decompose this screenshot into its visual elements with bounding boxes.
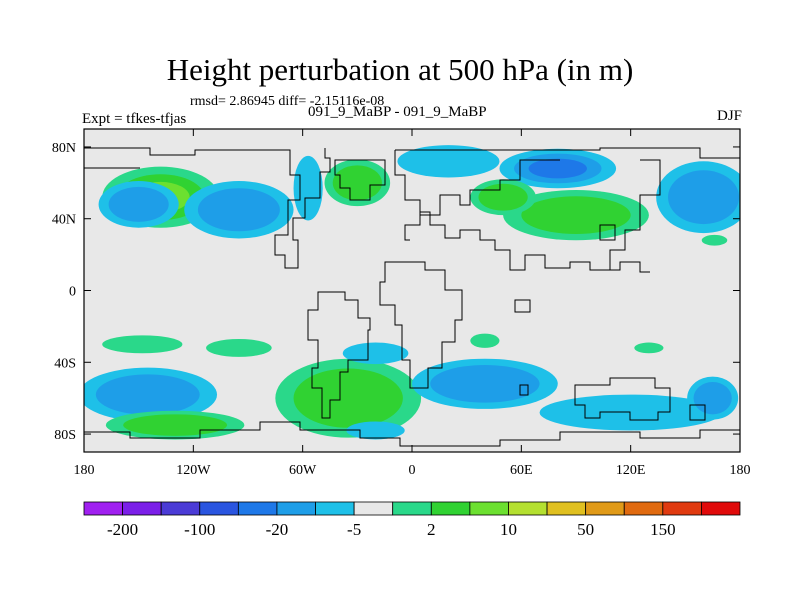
colorbar-box (237, 501, 278, 516)
contour-level (693, 382, 732, 415)
contour-level (346, 421, 405, 440)
anomaly-low-5 (397, 145, 500, 178)
colorbar: -200 -100 -20 -5 2 10 50 150 (83, 501, 741, 539)
anomaly-low-3 (293, 155, 323, 221)
contour-level (478, 183, 528, 211)
x-tick-label: 120E (616, 463, 646, 478)
coastline-africa (379, 261, 463, 389)
anomaly-high-8 (470, 179, 536, 216)
colorbar-label: -200 (107, 520, 138, 539)
x-tick-label: 0 (409, 463, 416, 478)
contour-level (668, 170, 740, 225)
chart-title: Height perturbation at 500 hPa (in m) (166, 52, 634, 87)
anomaly-high-21 (470, 333, 500, 348)
contour-level (397, 145, 500, 178)
anomaly-high-10 (701, 234, 728, 246)
colorbar-box (160, 501, 201, 516)
contour-level (95, 374, 200, 415)
anomaly-low-13 (84, 367, 218, 422)
coastline-eurasia (394, 147, 740, 273)
x-tick-label: 60E (510, 463, 533, 478)
anomaly-low-2 (184, 181, 294, 239)
anomaly-high-14 (105, 410, 245, 440)
anomaly-low-17 (342, 342, 409, 365)
contour-level (470, 333, 500, 348)
axes: 180 120W 60W 0 60E 120E 180 80N 40N 0 40S 80S (52, 129, 751, 478)
anomaly-high-4 (324, 159, 391, 207)
contour-level (197, 188, 280, 232)
contour-level (528, 158, 587, 179)
coastline-overlay (84, 147, 740, 447)
contour-level (102, 335, 183, 354)
contour-level (701, 234, 728, 246)
anomaly-low-6 (499, 148, 617, 189)
colorbar-box (585, 501, 625, 516)
season-label: DJF (716, 108, 742, 124)
colorbar-box (353, 501, 394, 516)
contour-level (521, 196, 631, 234)
runs-label: 091_9_MaBP - 091_9_MaBP (308, 104, 487, 120)
y-tick-label: 40S (54, 356, 76, 371)
contour-level (342, 342, 409, 365)
contour-level (293, 368, 403, 428)
anomaly-high-12 (206, 338, 272, 357)
coastline-islands (514, 224, 706, 421)
colorbar-box (662, 501, 702, 516)
experiment-label: Expt = tfkes-tfjas (82, 111, 187, 127)
contour-level (634, 342, 664, 354)
y-tick-label: 80S (54, 428, 76, 443)
colorbar-box (430, 501, 471, 516)
anomaly-low-16 (412, 358, 558, 409)
colorbar-label: 150 (650, 520, 676, 539)
contour-level (293, 155, 323, 221)
contour-level (206, 338, 272, 357)
anomaly-low-9 (656, 161, 740, 234)
coastline-greenland (334, 159, 386, 201)
y-tick-label: 0 (69, 285, 76, 300)
colorbar-label: -20 (266, 520, 289, 539)
anomaly-low-18 (539, 394, 722, 431)
colorbar-label: -100 (184, 520, 215, 539)
colorbar-box (469, 501, 509, 516)
coastline-south-america (307, 291, 371, 419)
colorbar-box (276, 501, 316, 516)
x-tick-label: 60W (289, 463, 317, 478)
contour-level (539, 394, 722, 431)
colorbar-box (508, 501, 548, 516)
colorbar-box (392, 501, 432, 516)
coastline-australia (574, 377, 671, 421)
contour-level (430, 364, 540, 403)
colorbar-box (623, 501, 664, 516)
anomaly-high-11 (102, 335, 183, 354)
x-tick-label: 180 (74, 463, 95, 478)
anomaly-high-22 (634, 342, 664, 354)
anomaly-low-19 (687, 376, 739, 420)
colorbar-label: 50 (577, 520, 594, 539)
stats-line: rmsd= 2.86945 diff= -2.15116e-08 (190, 94, 385, 109)
colorbar-box (199, 501, 239, 516)
x-tick-label: 180 (730, 463, 751, 478)
contour-level (123, 414, 228, 436)
colorbar-box (546, 501, 587, 516)
colorbar-box (83, 501, 123, 516)
anomaly-low-1 (98, 181, 179, 228)
coastline-antarctica (84, 421, 740, 447)
colorbar-box (315, 501, 355, 516)
contour-level (108, 186, 169, 222)
y-tick-label: 80N (52, 141, 76, 156)
anomaly-low-20 (346, 421, 405, 440)
anomaly-field (84, 145, 740, 440)
x-tick-label: 120W (176, 463, 211, 478)
y-tick-label: 40N (52, 213, 76, 228)
colorbar-box (701, 501, 741, 516)
colorbar-label: -5 (347, 520, 361, 539)
coastline-north-america (84, 147, 331, 269)
colorbar-label: 2 (427, 520, 436, 539)
colorbar-label: 10 (500, 520, 517, 539)
colorbar-box (122, 501, 162, 516)
